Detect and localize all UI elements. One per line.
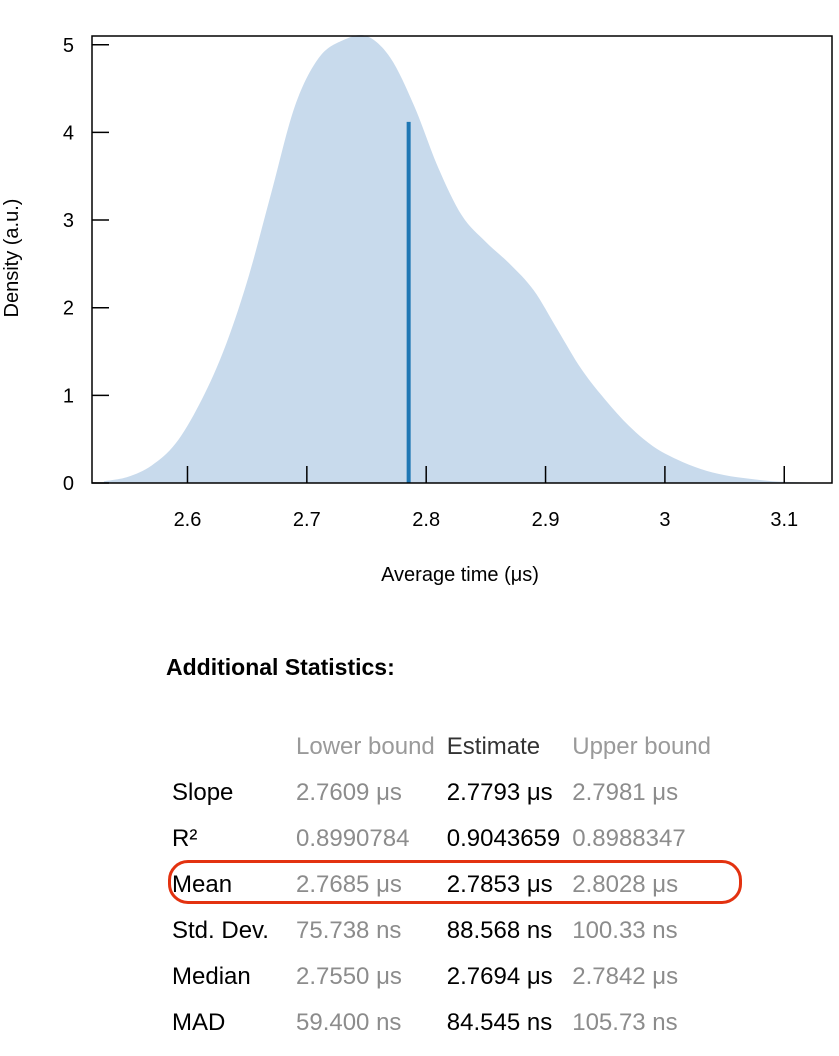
- lower-bound-value: 0.8990784: [296, 825, 410, 852]
- upper-bound-value: 0.8988347: [572, 825, 686, 852]
- axes: 2.6 2.7 2.8 2.9 3 3.1 0 1 2 3 4 5: [63, 35, 833, 531]
- stats-table: Lower bound Estimate Upper bound Slope 2…: [166, 724, 717, 1046]
- x-tick-label: 2.9: [532, 509, 560, 531]
- x-tick-label: 2.8: [412, 509, 440, 531]
- plot-frame: [91, 35, 833, 484]
- y-tick-label: 0: [63, 473, 74, 495]
- header-estimate: Estimate: [446, 733, 541, 760]
- row-label: Slope: [172, 779, 234, 806]
- row-label: Std. Dev.: [172, 917, 269, 944]
- density-area-series-0: [103, 34, 821, 484]
- upper-bound-value: 105.73 ns: [572, 1009, 678, 1036]
- row-label: Mean: [172, 871, 233, 898]
- estimate-value: 2.7694 μs: [446, 963, 553, 990]
- row-label: R²: [172, 825, 198, 852]
- y-tick-label: 4: [63, 122, 74, 144]
- density-chart: 2.6 2.7 2.8 2.9 3 3.1 0 1 2 3 4 5 Average time (μs)…: [1, 34, 833, 586]
- x-tick-label: 3: [659, 509, 670, 531]
- y-tick-label: 2: [63, 298, 74, 320]
- lower-bound-value: 75.738 ns: [296, 917, 402, 944]
- estimate-value: 0.9043659: [446, 825, 561, 852]
- row-label: Median: [172, 963, 251, 990]
- y-tick-label: 3: [63, 210, 74, 232]
- lower-bound-value: 2.7685 μs: [296, 871, 402, 898]
- header-upper-bound: Upper bound: [572, 733, 712, 760]
- stats-header-row: Lower bound Estimate Upper bound: [166, 724, 717, 770]
- stats-row-median: Median 2.7550 μs 2.7694 μs 2.7842 μs: [166, 954, 717, 1000]
- row-label: MAD: [172, 1009, 226, 1036]
- header-lower-bound: Lower bound: [296, 733, 435, 760]
- upper-bound-value: 2.7981 μs: [572, 779, 679, 806]
- stats-row-slope: Slope 2.7609 μs 2.7793 μs 2.7981 μs: [166, 770, 717, 816]
- x-axis-label: Average time (μs): [381, 564, 539, 586]
- stats-title: Additional Statistics:: [166, 654, 395, 680]
- header-blank: [166, 724, 290, 770]
- x-tick-label: 2.7: [293, 509, 321, 531]
- stats-row-r2: R² 0.8990784 0.9043659 0.8988347: [166, 816, 717, 862]
- estimate-value: 84.545 ns: [446, 1009, 553, 1036]
- estimate-value: 88.568 ns: [446, 917, 553, 944]
- upper-bound-value: 100.33 ns: [572, 917, 678, 944]
- x-tick-label: 2.6: [174, 509, 202, 531]
- lower-bound-value: 59.400 ns: [296, 1009, 402, 1036]
- x-tick-label: 3.1: [770, 509, 798, 531]
- stats-row-mean: Mean 2.7685 μs 2.7853 μs 2.8028 μs: [166, 862, 717, 908]
- lower-bound-value: 2.7550 μs: [296, 963, 402, 990]
- estimate-value: 2.7793 μs: [446, 779, 553, 806]
- upper-bound-value: 2.7842 μs: [572, 963, 679, 990]
- y-tick-label: 1: [63, 385, 74, 407]
- lower-bound-value: 2.7609 μs: [296, 779, 402, 806]
- stats-row-std-dev: Std. Dev. 75.738 ns 88.568 ns 100.33 ns: [166, 908, 717, 954]
- estimate-value: 2.7853 μs: [446, 871, 553, 898]
- upper-bound-value: 2.8028 μs: [572, 871, 679, 898]
- stats-row-mad: MAD 59.400 ns 84.545 ns 105.73 ns: [166, 1000, 717, 1046]
- y-tick-label: 5: [63, 35, 74, 57]
- plot-area: [103, 34, 821, 484]
- y-axis-label: Density (a.u.): [1, 199, 23, 318]
